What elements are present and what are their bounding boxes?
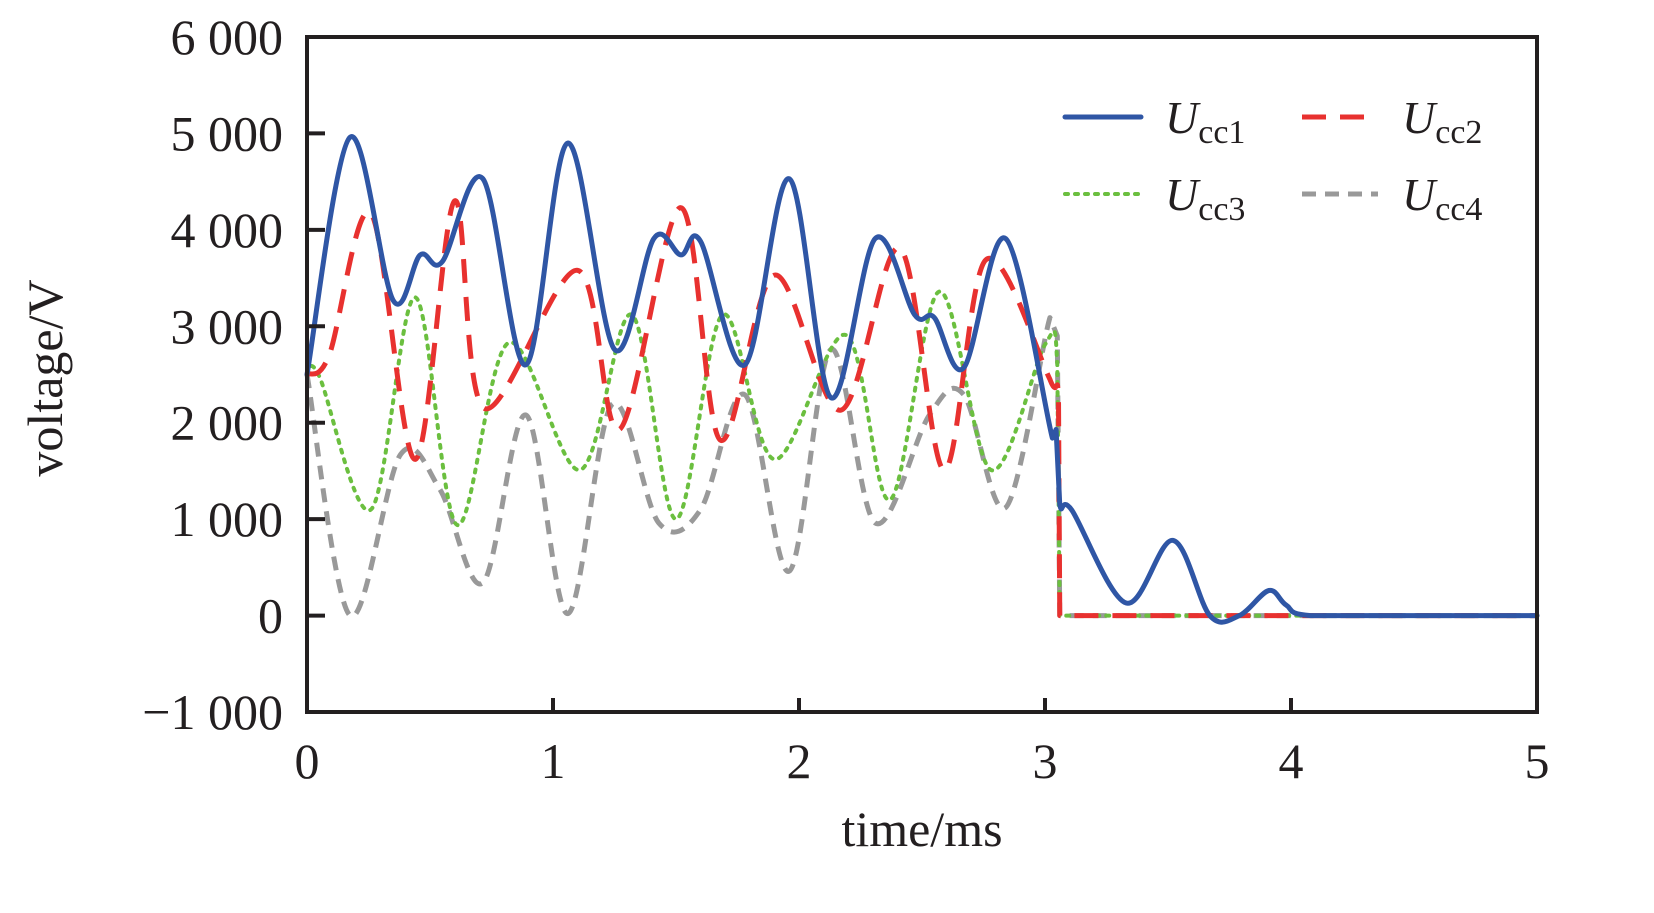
- y-tick-label: 5 000: [171, 105, 284, 161]
- series-line-ucc4: [304, 315, 1537, 619]
- x-tick-label: 2: [787, 733, 812, 789]
- y-tick-label: −1 000: [142, 684, 283, 740]
- y-tick-label: 3 000: [171, 298, 284, 354]
- y-axis-label: voltage/V: [17, 279, 73, 476]
- series-layer: [304, 134, 1540, 625]
- x-tick-label: 5: [1525, 733, 1550, 789]
- x-tick-label: 3: [1033, 733, 1058, 789]
- legend-label: Ucc4: [1402, 169, 1482, 228]
- y-tick-label: 6 000: [171, 9, 284, 65]
- y-tick-label: 2 000: [171, 395, 284, 451]
- legend-symbol: U: [1402, 169, 1438, 220]
- x-tick-label: 4: [1279, 733, 1304, 789]
- y-tick-label: 0: [258, 588, 283, 644]
- legend-label: Ucc3: [1165, 169, 1245, 228]
- x-tick-label: 0: [295, 733, 320, 789]
- legend-label: Ucc2: [1402, 92, 1482, 151]
- y-tick-label: 1 000: [171, 491, 284, 547]
- series-line-ucc3: [305, 289, 1539, 618]
- legend-symbol: U: [1402, 92, 1438, 143]
- legend-item-ucc4: Ucc4: [1302, 169, 1482, 228]
- legend-item-ucc3: Ucc3: [1063, 169, 1245, 228]
- y-tick-label: 4 000: [171, 202, 284, 258]
- plot-frame: [305, 35, 1539, 714]
- x-axis-label: time/ms: [841, 801, 1002, 857]
- legend-label: Ucc1: [1165, 92, 1245, 151]
- legend-subscript: cc1: [1198, 114, 1245, 151]
- series-line-ucc2: [305, 198, 1537, 619]
- legend-symbol: U: [1165, 169, 1201, 220]
- legend-item-ucc1: Ucc1: [1062, 92, 1245, 151]
- legend-subscript: cc3: [1198, 191, 1245, 228]
- legend-subscript: cc2: [1435, 114, 1482, 151]
- legend-item-ucc2: Ucc2: [1302, 92, 1482, 151]
- legend-subscript: cc4: [1435, 191, 1482, 228]
- series-line-ucc1: [304, 134, 1540, 625]
- x-tick-label: 1: [541, 733, 566, 789]
- legend-symbol: U: [1165, 92, 1201, 143]
